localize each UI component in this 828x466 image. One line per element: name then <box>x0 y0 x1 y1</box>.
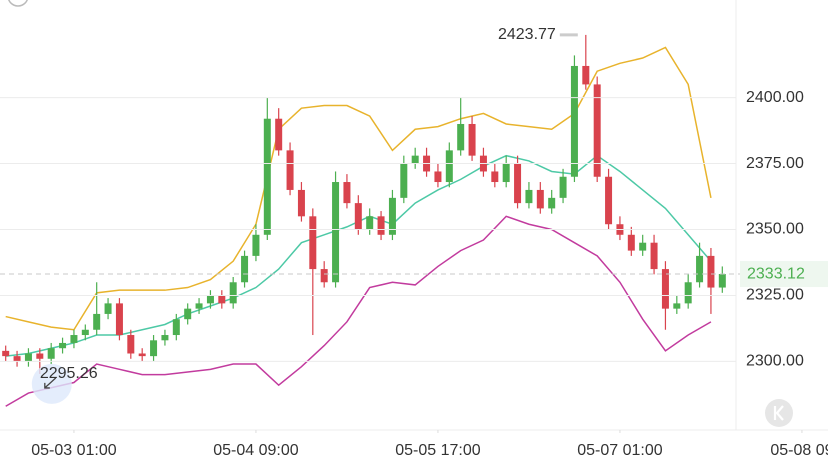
candle-body <box>593 84 601 177</box>
candle-body <box>320 269 328 283</box>
candle-body <box>707 255 715 288</box>
candle-body <box>457 123 465 151</box>
candle-body <box>525 189 533 204</box>
candle-body <box>138 353 146 357</box>
x-tick-label: 05-03 01:00 <box>31 442 117 459</box>
candle-body <box>445 150 453 183</box>
candle-body <box>559 176 567 198</box>
x-tick-label: 05-05 17:00 <box>395 442 481 459</box>
candle-body <box>639 242 647 251</box>
candle-body <box>184 308 192 320</box>
candle-body <box>582 65 590 85</box>
candle-body <box>93 313 101 330</box>
candle-body <box>24 353 32 362</box>
candle-body <box>252 234 260 256</box>
candle-body <box>548 197 556 209</box>
min-label: 2295.26 <box>40 365 98 382</box>
candle-body <box>206 295 214 304</box>
candle-body <box>411 155 419 164</box>
candle-body <box>468 123 476 156</box>
x-tick-label: 05-04 09:00 <box>213 442 299 459</box>
candle-body <box>605 176 613 225</box>
candle-body <box>47 348 55 359</box>
min-arrow <box>44 377 57 389</box>
candle-body <box>36 353 44 359</box>
candle-body <box>343 182 351 204</box>
band-line <box>5 215 712 407</box>
candle-body <box>354 203 362 230</box>
candle-body <box>627 234 635 251</box>
candle-body <box>161 335 169 341</box>
y-tick-label: 2300.00 <box>746 353 804 370</box>
candle-body <box>229 282 237 304</box>
candle-body <box>491 171 499 183</box>
candle-body <box>388 197 396 235</box>
candle-body <box>366 216 374 230</box>
candle-body <box>536 189 544 209</box>
x-tick-label: 05-08 09 <box>770 442 828 459</box>
candle-body <box>275 118 283 151</box>
candle-body <box>502 163 510 183</box>
candle-body <box>172 319 180 336</box>
reset-circle[interactable] <box>765 399 793 427</box>
reset-icon <box>773 405 784 421</box>
candle-body <box>434 171 442 183</box>
candle-body <box>81 329 89 336</box>
max-label: 2423.77 <box>498 26 556 43</box>
candle-body <box>673 303 681 309</box>
candle-body <box>150 340 158 357</box>
candle-body <box>718 274 726 288</box>
candle-body <box>309 216 317 270</box>
candle-body <box>514 163 522 204</box>
candle-body <box>115 303 123 336</box>
candle-body <box>332 182 340 283</box>
candle-body <box>104 303 112 314</box>
last-price-label: 2333.12 <box>747 265 805 282</box>
x-tick-label: 05-07 01:00 <box>577 442 663 459</box>
candle-body <box>696 255 704 283</box>
y-tick-label: 2350.00 <box>746 221 804 238</box>
y-tick-label: 2400.00 <box>746 89 804 106</box>
min-highlight <box>31 363 72 404</box>
reset-button[interactable] <box>765 399 793 427</box>
candle-body <box>570 65 578 177</box>
candle-body <box>377 216 385 235</box>
candle-body <box>286 150 294 190</box>
plot-area <box>2 34 726 407</box>
candle-body <box>263 118 271 235</box>
candle-body <box>661 269 669 309</box>
candle-body <box>241 255 249 283</box>
candle-body <box>70 335 78 343</box>
last-price-box <box>740 261 828 288</box>
candle-body <box>195 303 203 309</box>
candle-body <box>218 295 226 304</box>
candle-body <box>13 356 21 362</box>
candle-body <box>650 242 658 270</box>
candle-body <box>400 163 408 198</box>
y-tick-label: 2325.00 <box>746 287 804 304</box>
candle-body <box>297 189 305 217</box>
candle-body <box>127 335 135 354</box>
band-line <box>5 46 712 331</box>
menu-icon[interactable] <box>8 0 28 7</box>
y-tick-label: 2375.00 <box>746 155 804 172</box>
candle-body <box>2 350 10 357</box>
candle-body <box>59 342 67 349</box>
candle-body <box>684 282 692 304</box>
